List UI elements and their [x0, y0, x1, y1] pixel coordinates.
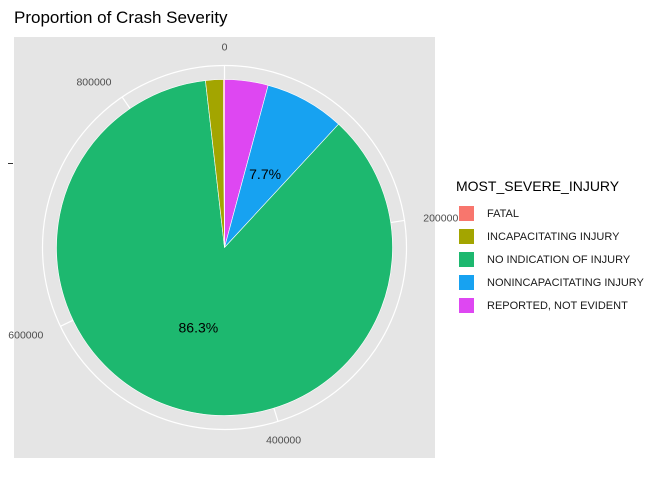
legend-item: NO INDICATION OF INJURY [456, 248, 644, 271]
legend-title: MOST_SEVERE_INJURY [456, 178, 620, 194]
chart-title: Proportion of Crash Severity [14, 8, 228, 27]
legend-item: FATAL [456, 202, 644, 225]
tick-layer: 0 200000 400000 600000 800000 [8, 42, 458, 447]
polar-axis-tick-label: 800000 [76, 76, 111, 88]
polar-axis-tick-label: 400000 [266, 435, 301, 447]
legend-key [458, 205, 475, 222]
legend-key [458, 274, 475, 291]
legend: MOST_SEVERE_INJURY FATAL INCAPACITATING I… [456, 178, 644, 317]
legend-label: REPORTED, NOT EVIDENT [487, 299, 628, 312]
pie-slice-no-indication-of-injury [56, 80, 393, 416]
legend-label: FATAL [487, 207, 519, 220]
legend-key [458, 297, 475, 314]
polar-axis-tick-label: 600000 [8, 330, 43, 342]
polar-axis-tick-label: 200000 [423, 213, 458, 225]
slice-layer [56, 79, 393, 416]
pie-slice-fatal [223, 79, 225, 248]
slice-label: 86.3% [179, 319, 219, 335]
legend-item: REPORTED, NOT EVIDENT [456, 294, 644, 317]
legend-label: NONINCAPACITATING INJURY [487, 276, 644, 289]
polar-axis-tick-label: 0 [222, 42, 228, 54]
legend-label: INCAPACITATING INJURY [487, 230, 620, 243]
label-layer: 7.7% 86.3% [179, 166, 282, 335]
y-axis-tick-mark [8, 163, 13, 164]
legend-key [458, 251, 475, 268]
legend-item: INCAPACITATING INJURY [456, 225, 644, 248]
legend-item: NONINCAPACITATING INJURY [456, 271, 644, 294]
legend-items: FATAL INCAPACITATING INJURY NO INDICATION … [456, 202, 644, 317]
legend-label: NO INDICATION OF INJURY [487, 253, 631, 266]
legend-key [458, 228, 475, 245]
slice-label: 7.7% [249, 166, 281, 182]
